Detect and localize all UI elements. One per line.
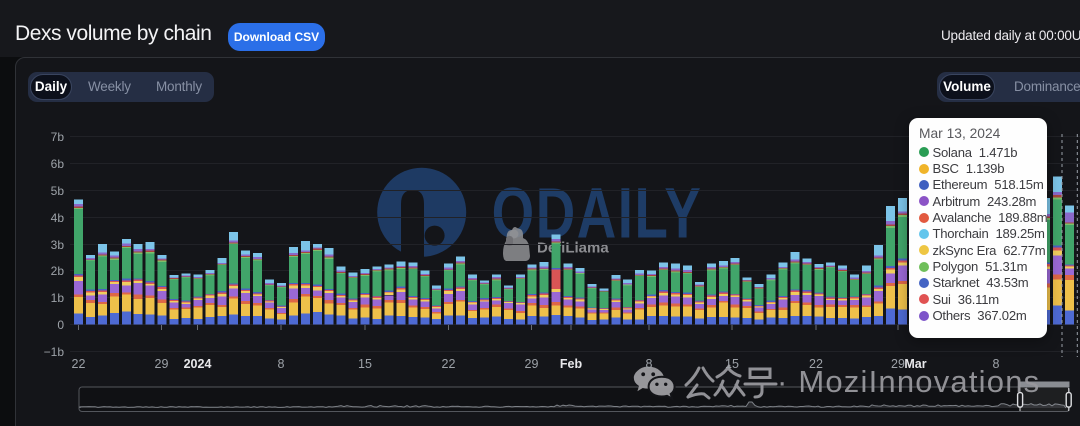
svg-text:DefiLlama: DefiLlama xyxy=(537,240,609,257)
svg-text:ODAILY: ODAILY xyxy=(492,175,703,253)
svg-text:· MoziInnovations: · MoziInnovations xyxy=(777,364,1040,399)
